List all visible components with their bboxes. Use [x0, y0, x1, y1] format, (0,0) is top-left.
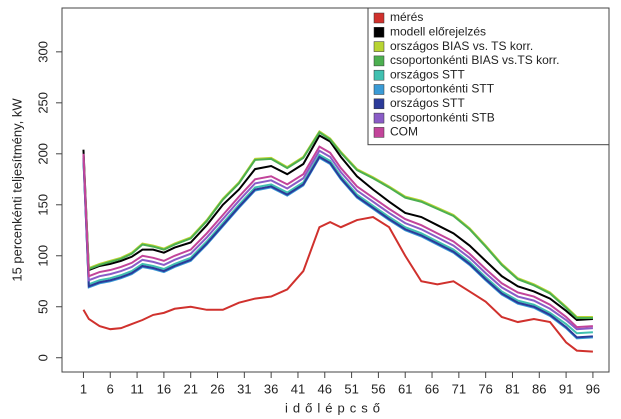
series-line [82, 215, 593, 353]
legend-swatch [373, 98, 385, 110]
legend-label: mérés [390, 10, 423, 24]
series-line [82, 134, 593, 322]
x-tick-label: 56 [371, 381, 385, 396]
x-tick-label: 36 [264, 381, 278, 396]
x-tick-label: 61 [398, 381, 412, 396]
legend-label: csoportonkénti STB [390, 110, 495, 124]
x-tick-label: 1 [80, 381, 87, 396]
legend-swatch [373, 41, 385, 52]
legend-swatch [373, 27, 385, 38]
legend-label: országos STT [390, 67, 465, 81]
legend-label: modell előrejelzés [390, 24, 486, 38]
x-tick-label: 11 [130, 381, 144, 396]
legend-box [367, 7, 610, 146]
x-tick-label: 21 [183, 381, 197, 396]
legend-swatch [373, 12, 385, 24]
x-axis-label: időlépcső [285, 400, 385, 415]
x-tick-label: 76 [478, 381, 492, 396]
series-line [82, 145, 593, 329]
x-tick-label: 96 [586, 381, 600, 396]
x-tick-label: 6 [107, 381, 114, 396]
series-line [82, 155, 593, 339]
legend-label: országos STT [390, 96, 465, 110]
legend-swatch [373, 55, 385, 67]
series-line [82, 149, 593, 331]
legend-swatch [373, 84, 385, 95]
x-tick-label: 26 [210, 381, 224, 396]
legend-label: COM [390, 125, 418, 139]
x-tick-label: 86 [532, 381, 546, 396]
legend-swatch [373, 112, 385, 124]
y-tick-label: 300 [35, 41, 50, 63]
legend-swatch [373, 69, 385, 81]
legend-swatch [373, 127, 385, 138]
plot-frame [61, 7, 610, 373]
y-tick-label: 150 [35, 194, 50, 216]
y-tick-label: 100 [35, 245, 50, 267]
y-tick-label: 250 [35, 92, 50, 114]
legend-label: országos BIAS vs. TS korr. [390, 39, 533, 53]
x-tick-label: 41 [291, 381, 305, 396]
x-tick-label: 66 [425, 381, 439, 396]
series-line [82, 129, 593, 318]
x-tick-label: 16 [157, 381, 171, 396]
legend-label: csoportonkénti BIAS vs.TS korr. [390, 53, 559, 67]
x-tick-label: 31 [237, 381, 251, 396]
x-tick-label: 71 [452, 381, 466, 396]
series-line [82, 153, 593, 335]
series-line [82, 130, 593, 319]
y-tick-label: 0 [35, 354, 50, 361]
x-tick-label: 81 [505, 381, 519, 396]
legend-label: csoportonkénti STT [390, 82, 495, 96]
x-tick-label: 51 [344, 381, 358, 396]
x-tick-label: 91 [559, 381, 573, 396]
y-axis-label: 15 percenkénti teljesítmény, kW [9, 98, 24, 282]
x-tick-label: 46 [318, 381, 332, 396]
y-tick-label: 50 [35, 300, 50, 314]
y-tick-label: 200 [35, 143, 50, 165]
